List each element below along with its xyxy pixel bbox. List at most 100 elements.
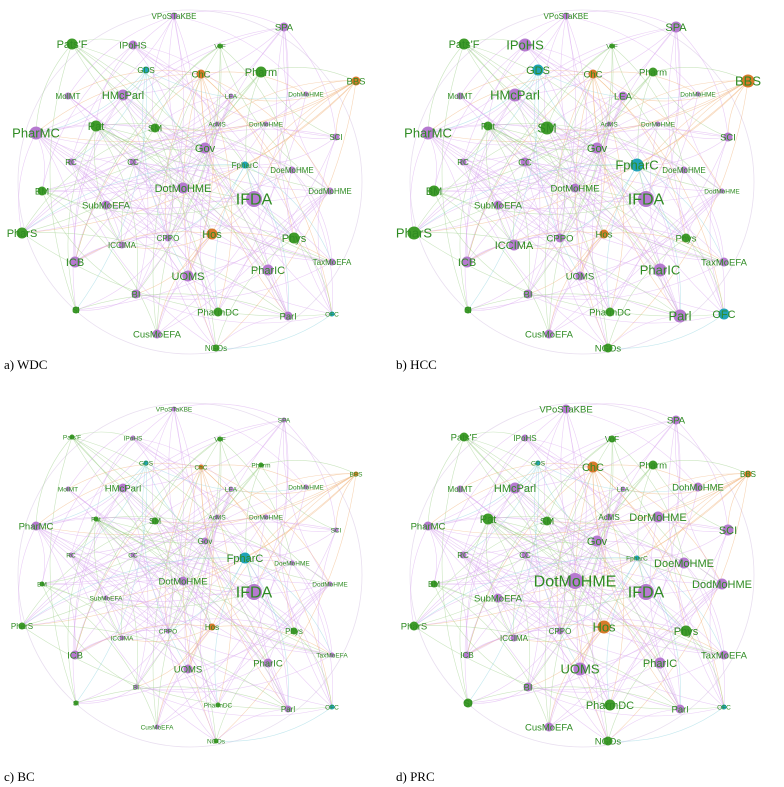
- node-pharm: [648, 67, 658, 77]
- node-uoms: [575, 271, 585, 281]
- edge: [427, 132, 725, 315]
- node-label: GDS: [137, 66, 154, 75]
- edge: [67, 463, 202, 490]
- edge: [121, 95, 232, 246]
- edge: [527, 45, 613, 295]
- node-uoms: [182, 270, 194, 282]
- edge: [41, 486, 307, 585]
- edge: [527, 662, 661, 691]
- edge: [35, 408, 175, 527]
- edge: [35, 73, 202, 134]
- edge: [253, 80, 357, 200]
- node-ofc: [329, 311, 335, 317]
- edge: [70, 161, 331, 203]
- edge: [427, 123, 610, 146]
- edge: [413, 516, 659, 627]
- edge: [427, 473, 749, 535]
- edge: [105, 562, 293, 603]
- node-pharm: [255, 66, 267, 78]
- edge: [559, 123, 610, 239]
- node-pharic: [654, 657, 666, 669]
- node-label: RC: [66, 552, 76, 559]
- edge: [427, 525, 437, 585]
- node-lea: [620, 486, 626, 492]
- node-label: MoIMT: [448, 485, 473, 494]
- edge: [574, 580, 681, 710]
- node-vof: [217, 436, 223, 442]
- node-spa: [671, 415, 681, 425]
- edge: [317, 529, 337, 708]
- node-dotmohme: [567, 573, 583, 589]
- edge: [537, 462, 598, 542]
- edge: [464, 94, 516, 311]
- node-label: PharMC: [12, 126, 60, 141]
- node-taxmoefa: [719, 650, 729, 660]
- edge: [132, 437, 202, 468]
- node-lea: [228, 486, 234, 492]
- edge: [67, 70, 202, 97]
- node-label: SI: [72, 306, 80, 315]
- edge: [591, 95, 624, 349]
- node-label: MoIMT: [448, 92, 473, 101]
- edge: [678, 169, 687, 239]
- node-label: HMcParl: [490, 88, 540, 103]
- edge: [652, 460, 749, 475]
- node-dotmohme: [178, 576, 188, 586]
- node-label: SM: [537, 121, 557, 136]
- edge: [592, 466, 723, 585]
- edge: [152, 45, 221, 335]
- edge: [265, 516, 337, 532]
- node-label: BM: [426, 186, 443, 198]
- edge: [49, 43, 77, 311]
- edge: [230, 80, 357, 102]
- edge: [135, 686, 333, 717]
- edge: [524, 44, 729, 138]
- edge: [135, 293, 333, 324]
- edge: [497, 597, 561, 632]
- node-ofc: [718, 308, 730, 320]
- network-graph-wdc: VPoSTaKBE SPA Pats'F IPoHS VoF GDS ChC Pharm BBS…: [7, 9, 366, 355]
- node-si: [463, 698, 473, 708]
- node-dodmohme: [719, 188, 725, 194]
- node-acms: [606, 121, 612, 127]
- edge: [527, 626, 605, 688]
- edge: [514, 94, 576, 189]
- edge: [433, 437, 526, 585]
- edge: [121, 516, 218, 639]
- edge: [652, 67, 749, 82]
- node-chc: [588, 69, 598, 79]
- edge: [187, 26, 285, 277]
- edge: [335, 80, 357, 138]
- node-ipohs: [521, 434, 529, 442]
- node-label: SI: [73, 700, 79, 707]
- node-cppo: [556, 627, 564, 635]
- edge: [167, 438, 222, 632]
- network-graph-prc: VPoSTaKBE SPA Pats'F IPoHS VoF GDS ChC Pharm BBS…: [401, 402, 756, 748]
- node-label: DodMoHME: [312, 581, 348, 588]
- edge: [214, 164, 246, 313]
- edge: [244, 529, 337, 559]
- edge: [168, 408, 213, 628]
- node-label: ChC: [194, 464, 207, 471]
- node-label: Parl: [280, 311, 297, 322]
- node-label: CusMoEFA: [141, 724, 175, 731]
- edge: [132, 437, 333, 708]
- node-label: MoIMT: [58, 486, 78, 493]
- edge: [607, 630, 687, 742]
- edge: [135, 662, 269, 691]
- edge: [591, 488, 624, 742]
- edge: [683, 169, 725, 315]
- edge: [513, 626, 605, 642]
- edge: [21, 625, 289, 710]
- node-label: LEA: [225, 486, 238, 493]
- node-icb: [69, 256, 81, 268]
- node-label: PharMC: [19, 521, 54, 532]
- edge: [487, 44, 526, 127]
- edge: [217, 583, 331, 706]
- edge: [215, 315, 289, 349]
- edge: [244, 164, 289, 317]
- node-ofc: [329, 704, 335, 710]
- edge: [466, 487, 516, 656]
- edge: [167, 95, 232, 239]
- edge: [683, 562, 725, 708]
